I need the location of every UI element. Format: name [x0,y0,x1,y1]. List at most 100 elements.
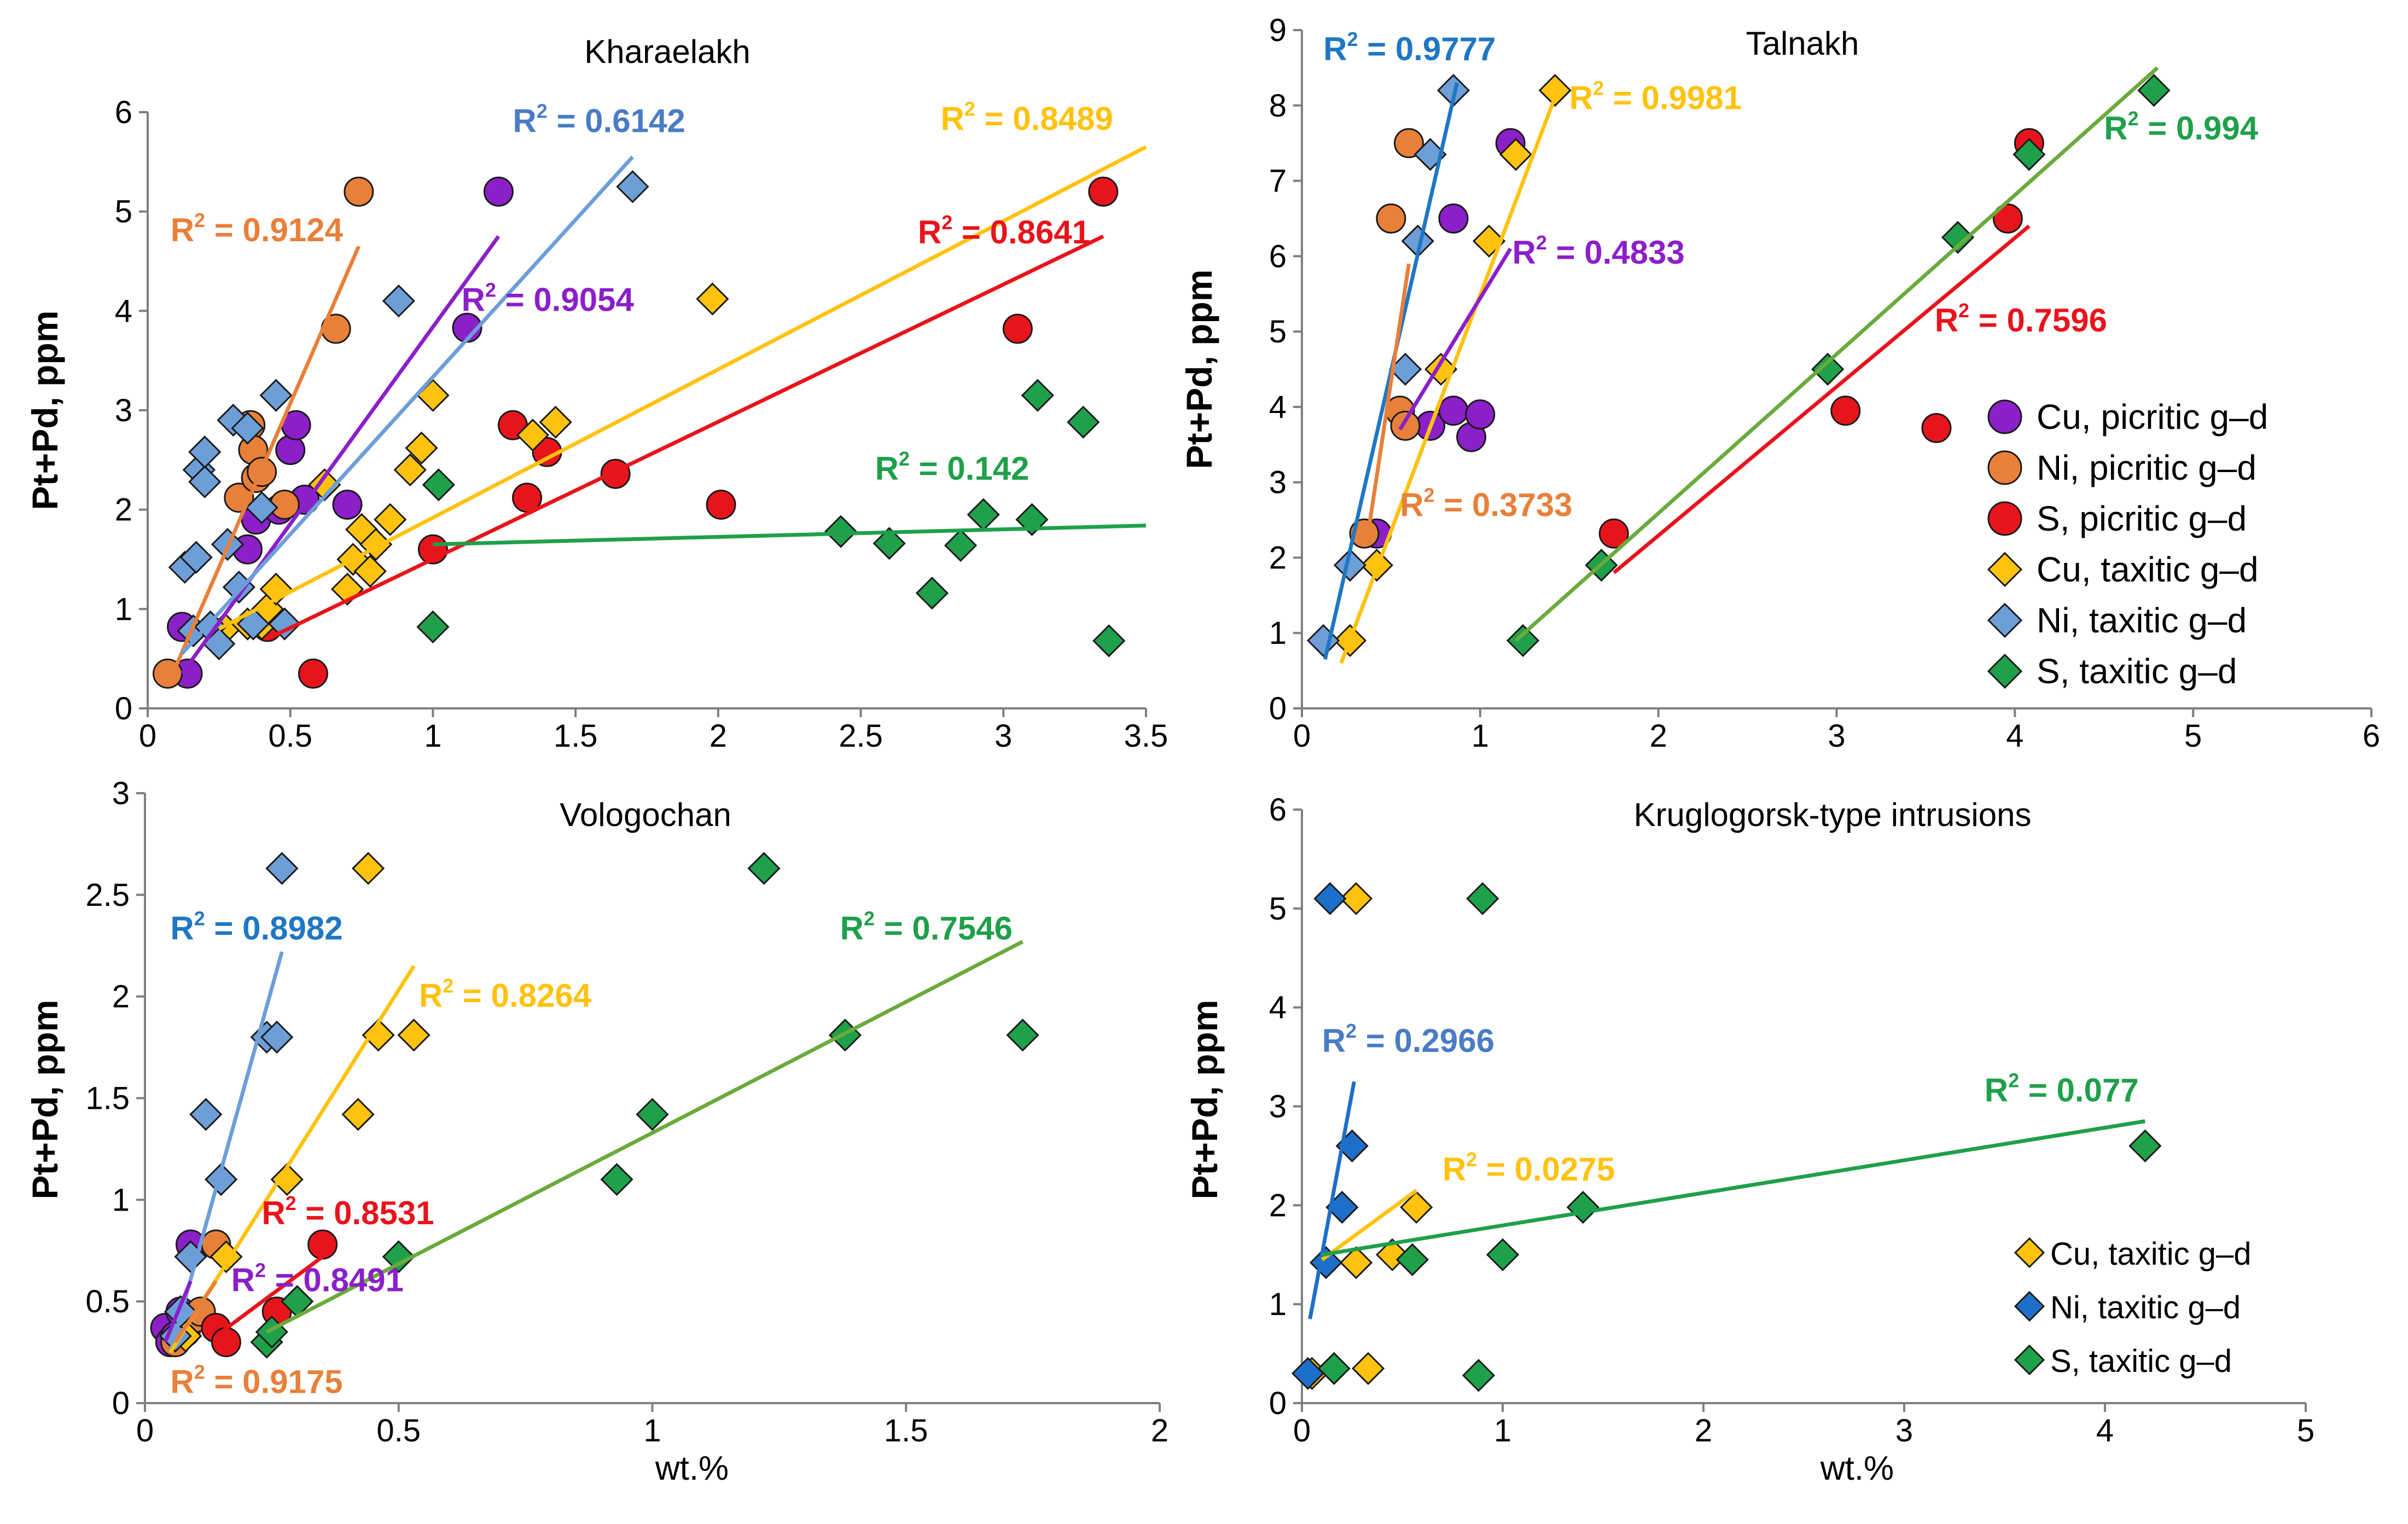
y-tick-label: 3 [112,776,130,811]
legend-marker [1987,551,2023,588]
data-point [268,607,301,641]
data-point [1506,624,1540,658]
trendline [163,1280,193,1343]
data-point [1333,549,1367,582]
data-point [1092,624,1126,658]
y-tick-label: 5 [115,194,132,230]
data-point [1486,1238,1520,1271]
x-tick-label: 4 [2096,1413,2114,1449]
trendline [1366,263,1411,536]
y-tick-label: 1 [1269,1287,1287,1322]
y-tick-label: 2 [1269,1188,1287,1223]
r2-annotation: R2 = 0.8641 [918,211,1090,251]
chart-title: Kruglogorsk-type intrusions [1633,796,2031,833]
data-point [967,498,1000,531]
data-point [2013,138,2046,171]
data-point [374,503,407,536]
series-cu-picritic [1362,128,1526,549]
data-point [393,453,427,487]
r2-annotation: R2 = 0.142 [875,447,1029,487]
data-point [873,527,906,560]
series-s-taxitic [1506,74,2171,658]
x-axis-title: wt.% [655,1450,729,1487]
data-point [747,852,781,885]
x-tick-label: 0 [139,718,156,754]
r2-annotation: R2 = 0.2966 [1322,1020,1494,1059]
y-tick-label: 0 [1269,1386,1287,1421]
y-tick-label: 2 [1269,540,1287,575]
data-point [915,577,949,610]
x-tick-label: 3 [994,718,1012,754]
r2-annotation: R2 = 0.8531 [261,1192,434,1231]
legend-marker [2014,1344,2045,1376]
trendline [214,1255,324,1338]
r2-annotation: R2 = 0.9981 [1569,77,1742,117]
x-axis-title: wt.% [1820,1450,1894,1487]
data-point [1811,352,1845,386]
x-tick-label: 2 [709,718,727,754]
trendline [266,234,1104,641]
r2-annotation: R2 = 0.7596 [1935,299,2107,339]
x-tick-label: 2 [1650,718,1667,754]
r2-annotation: R2 = 0.9124 [171,209,344,248]
x-tick-label: 3 [1895,1413,1913,1449]
data-point [231,411,264,445]
x-tick-label: 1 [643,1413,661,1449]
data-point [1339,1246,1373,1279]
data-point [179,540,213,574]
series-cu-taxitic [208,282,729,645]
data-point [341,1098,375,1131]
legend-label: Ni, taxitic g–d [2050,1290,2241,1325]
data-point [275,435,306,466]
y-tick-label: 1 [112,1182,130,1218]
legend-marker [1987,501,2022,536]
series-s-taxitic [416,379,1126,658]
r2-annotation: R2 = 0.8489 [941,98,1113,137]
series-s-picritic [1598,128,2044,549]
y-tick-label: 4 [115,293,132,329]
data-point [416,610,450,644]
data-point [1067,405,1100,439]
data-point [1339,882,1373,915]
legend-label: Ni, taxitic g–d [2037,601,2247,640]
data-point [516,418,550,452]
r2-annotation: R2 = 0.9175 [170,1360,342,1400]
legend: Cu, taxitic g–d Ni, taxitic g–d S, taxitic… [2014,1236,2252,1379]
data-point [259,379,293,412]
y-tick-label: 1.5 [85,1081,130,1116]
data-point [265,852,299,885]
data-point [344,176,374,207]
data-point [1394,128,1424,159]
data-point [1002,313,1033,344]
data-point [1465,399,1496,430]
legend: Cu, picritic g–d Ni, picritic g–d S, picri… [1987,397,2268,691]
data-point [1088,176,1119,207]
y-tick-label: 5 [1269,314,1287,350]
r2-annotation: R2 = 0.8264 [419,974,592,1014]
data-point [600,458,631,489]
x-tick-label: 6 [2363,718,2380,754]
data-point [539,405,572,439]
data-point [1317,1352,1351,1385]
y-tick-label: 0.5 [85,1284,130,1319]
x-tick-label: 0 [1293,718,1311,754]
chart-talnakh: Talnakh 0 1 2 3 4 5 6 0 1 2 3 4 5 6 7 8 9 Pt+Pd, ppm R2 = 0… [1179,13,2380,754]
y-tick-label: 3 [115,393,132,428]
r2-annotation: R2 = 0.6142 [513,100,685,139]
data-point [307,1229,338,1260]
data-point [416,379,450,412]
y-tick-label: 1 [1269,615,1287,651]
r2-annotation: R2 = 0.4833 [1512,231,1684,271]
y-tick-label: 4 [1269,990,1287,1026]
y-tick-label: 6 [115,95,132,130]
data-point [189,1098,223,1131]
data-point [260,1020,294,1054]
data-point [1921,412,1952,443]
data-point [1941,220,1975,254]
y-tick-label: 1 [115,591,132,627]
data-point [422,468,455,502]
trendline [265,940,1024,1334]
data-point [382,284,415,318]
data-point [1376,203,1406,234]
